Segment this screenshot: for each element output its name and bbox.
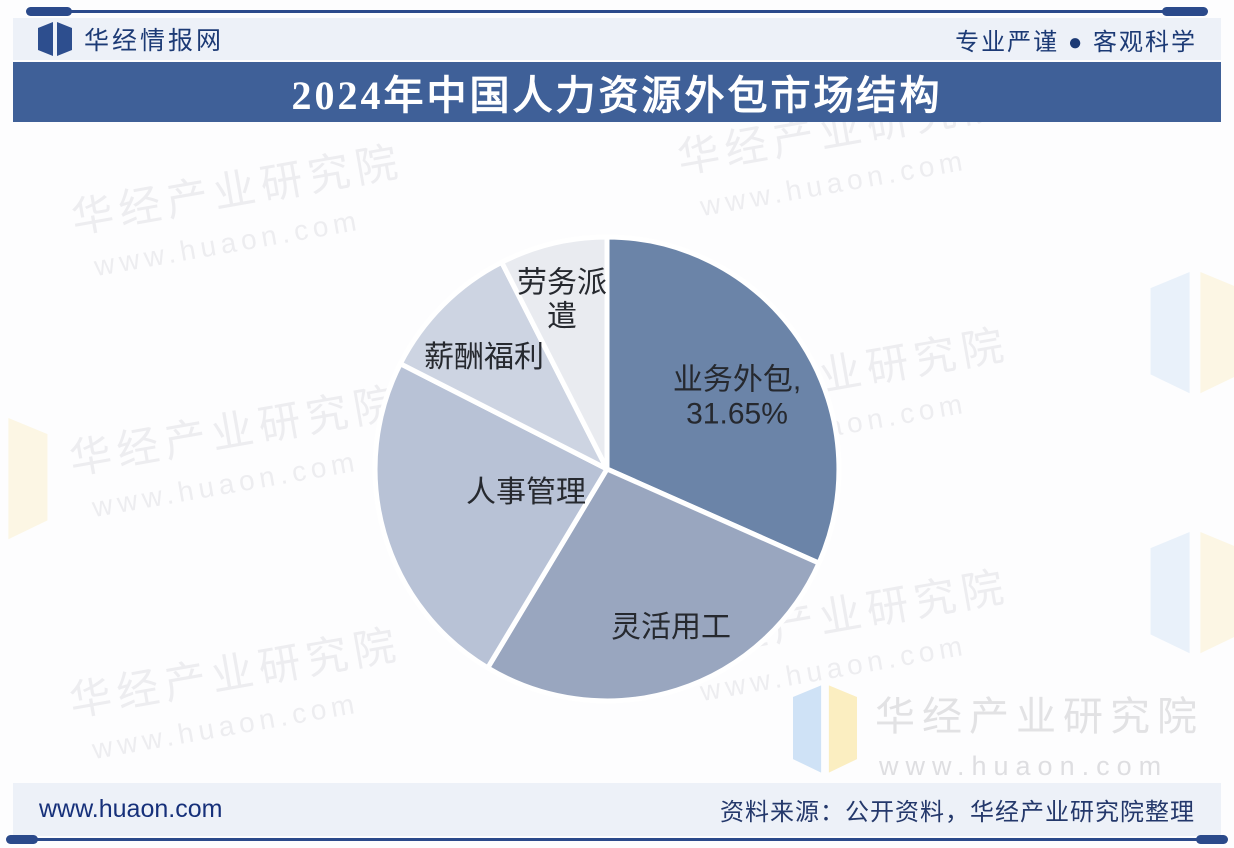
footer-site-url: www.huaon.com bbox=[39, 795, 223, 823]
bottom-rule-cap-right bbox=[1196, 835, 1228, 844]
footer-strip: www.huaon.com 资料来源：公开资料，华经产业研究院整理 bbox=[13, 783, 1221, 836]
book-logo-watermark-icon bbox=[1150, 532, 1234, 654]
corner-watermark-text: 华经产业研究院 www.huaon.com bbox=[875, 684, 1204, 782]
top-rule bbox=[30, 10, 1206, 13]
corner-watermark-url: www.huaon.com bbox=[879, 751, 1169, 781]
pie-chart-svg bbox=[372, 234, 842, 704]
title-bar: 2024年中国人力资源外包市场结构 bbox=[13, 62, 1221, 122]
pie-slice-3 bbox=[397, 259, 610, 472]
book-logo-icon bbox=[38, 22, 72, 56]
brand: 华经情报网 bbox=[37, 21, 224, 57]
site-name: 华经情报网 bbox=[84, 27, 225, 55]
book-logo-watermark-icon bbox=[1150, 272, 1234, 394]
top-rule-cap-left bbox=[26, 7, 72, 16]
chart-title: 2024年中国人力资源外包市场结构 bbox=[291, 73, 943, 118]
footer-source-text: 资料来源：公开资料，华经产业研究院整理 bbox=[720, 799, 1195, 826]
pie-slice-0 bbox=[604, 234, 842, 566]
slogan: 专业严谨 ● 客观科学 bbox=[955, 28, 1197, 56]
corner-watermark-title: 华经产业研究院 bbox=[875, 695, 1204, 739]
pie-slice-1 bbox=[485, 466, 822, 704]
book-logo-icon bbox=[793, 685, 857, 773]
corner-watermark: 华经产业研究院 www.huaon.com bbox=[793, 684, 1204, 782]
top-rule-cap-right bbox=[1162, 7, 1208, 16]
bottom-rule-cap-left bbox=[6, 835, 38, 844]
pie-slice-4 bbox=[499, 234, 610, 472]
book-logo-watermark-icon bbox=[8, 418, 48, 540]
header-strip: 华经情报网 专业严谨 ● 客观科学 bbox=[13, 18, 1221, 60]
bottom-rule bbox=[10, 838, 1224, 841]
